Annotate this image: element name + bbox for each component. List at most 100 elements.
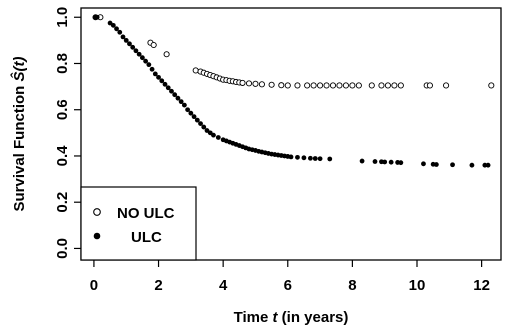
data-point bbox=[421, 161, 426, 167]
data-point bbox=[245, 80, 253, 87]
data-point bbox=[450, 162, 455, 168]
data-point bbox=[388, 159, 394, 165]
data-point bbox=[278, 82, 285, 89]
legend: NO ULC ULC bbox=[80, 186, 197, 261]
data-point bbox=[372, 159, 378, 164]
data-point bbox=[359, 158, 365, 164]
y-tick-label: 1.0 bbox=[54, 7, 71, 28]
data-point bbox=[485, 162, 491, 168]
y-axis: 0.0 0.2 0.4 0.6 0.8 1.0 bbox=[54, 7, 81, 259]
x-tick-label: 10 bbox=[409, 277, 426, 294]
data-point bbox=[149, 66, 155, 72]
data-point bbox=[443, 82, 450, 89]
data-point bbox=[426, 82, 433, 89]
data-point bbox=[329, 82, 337, 89]
series-ulc bbox=[93, 14, 491, 168]
data-point bbox=[391, 82, 398, 89]
y-tick-label: 0.0 bbox=[54, 238, 71, 259]
data-point bbox=[433, 162, 439, 167]
plot-frame bbox=[80, 7, 502, 261]
data-point bbox=[397, 82, 404, 89]
x-tick-label: 8 bbox=[348, 277, 356, 294]
data-point bbox=[398, 160, 404, 166]
data-point bbox=[198, 121, 203, 126]
data-point bbox=[152, 71, 158, 77]
data-point bbox=[163, 51, 170, 58]
legend-box bbox=[80, 186, 197, 261]
data-point bbox=[384, 82, 391, 89]
data-point bbox=[150, 41, 157, 49]
legend-marker-no-ulc bbox=[93, 208, 101, 216]
data-point bbox=[294, 82, 301, 89]
data-point bbox=[211, 132, 216, 138]
legend-label-ulc: ULC bbox=[131, 229, 162, 246]
data-point bbox=[114, 26, 119, 32]
data-point bbox=[355, 82, 362, 89]
data-point bbox=[143, 58, 149, 64]
y-axis-label: Survival Function Ŝ(t) bbox=[10, 56, 28, 211]
data-point bbox=[162, 81, 168, 87]
data-point bbox=[130, 44, 136, 50]
data-point bbox=[288, 154, 294, 160]
x-tick-label: 6 bbox=[284, 277, 292, 294]
data-point bbox=[312, 156, 318, 161]
data-point bbox=[156, 74, 161, 80]
data-point bbox=[295, 154, 300, 160]
data-point bbox=[327, 156, 333, 162]
data-point bbox=[310, 82, 317, 89]
data-point bbox=[133, 48, 139, 54]
data-point bbox=[120, 34, 126, 40]
data-point bbox=[123, 37, 129, 43]
data-point bbox=[268, 81, 275, 88]
y-tick-label: 0.6 bbox=[54, 99, 71, 120]
x-tick-label: 12 bbox=[473, 277, 490, 294]
x-axis-label: Time t (in years) bbox=[234, 309, 349, 326]
data-point bbox=[317, 82, 324, 89]
data-point bbox=[194, 117, 200, 123]
x-tick-label: 2 bbox=[154, 277, 162, 294]
data-point bbox=[469, 162, 475, 168]
data-point bbox=[172, 92, 178, 98]
data-point bbox=[258, 81, 265, 88]
data-point bbox=[192, 67, 199, 74]
data-point bbox=[252, 80, 259, 87]
y-tick-label: 0.2 bbox=[54, 192, 71, 213]
data-point bbox=[349, 82, 356, 89]
data-point bbox=[301, 155, 307, 161]
legend-label-no-ulc: NO ULC bbox=[117, 205, 175, 222]
data-point bbox=[175, 95, 181, 101]
x-tick-label: 4 bbox=[219, 277, 228, 294]
data-point bbox=[110, 22, 116, 28]
data-point bbox=[178, 99, 184, 105]
y-tick-label: 0.8 bbox=[54, 53, 71, 74]
data-point bbox=[188, 110, 194, 116]
data-point bbox=[323, 82, 330, 89]
series-no-ulc bbox=[92, 14, 495, 89]
data-point bbox=[307, 155, 313, 161]
data-point bbox=[127, 41, 132, 47]
data-point bbox=[378, 82, 385, 89]
data-point bbox=[201, 124, 207, 130]
x-axis: 0 2 4 6 8 10 12 bbox=[90, 260, 490, 294]
data-point bbox=[304, 82, 311, 89]
data-point bbox=[169, 88, 174, 94]
data-point bbox=[185, 107, 191, 113]
data-point bbox=[136, 51, 142, 57]
series-layer bbox=[92, 14, 495, 168]
y-tick-label: 0.4 bbox=[54, 145, 71, 167]
data-point bbox=[159, 78, 165, 84]
data-point bbox=[191, 114, 197, 120]
data-point bbox=[336, 82, 343, 89]
data-point bbox=[382, 159, 388, 165]
data-point bbox=[139, 55, 145, 61]
data-point bbox=[342, 82, 349, 89]
data-point bbox=[146, 62, 152, 68]
x-tick-label: 0 bbox=[90, 277, 98, 294]
data-point bbox=[239, 79, 246, 86]
data-point bbox=[488, 82, 495, 89]
data-point bbox=[368, 82, 375, 89]
data-point bbox=[317, 156, 323, 162]
legend-marker-ulc bbox=[93, 232, 101, 240]
